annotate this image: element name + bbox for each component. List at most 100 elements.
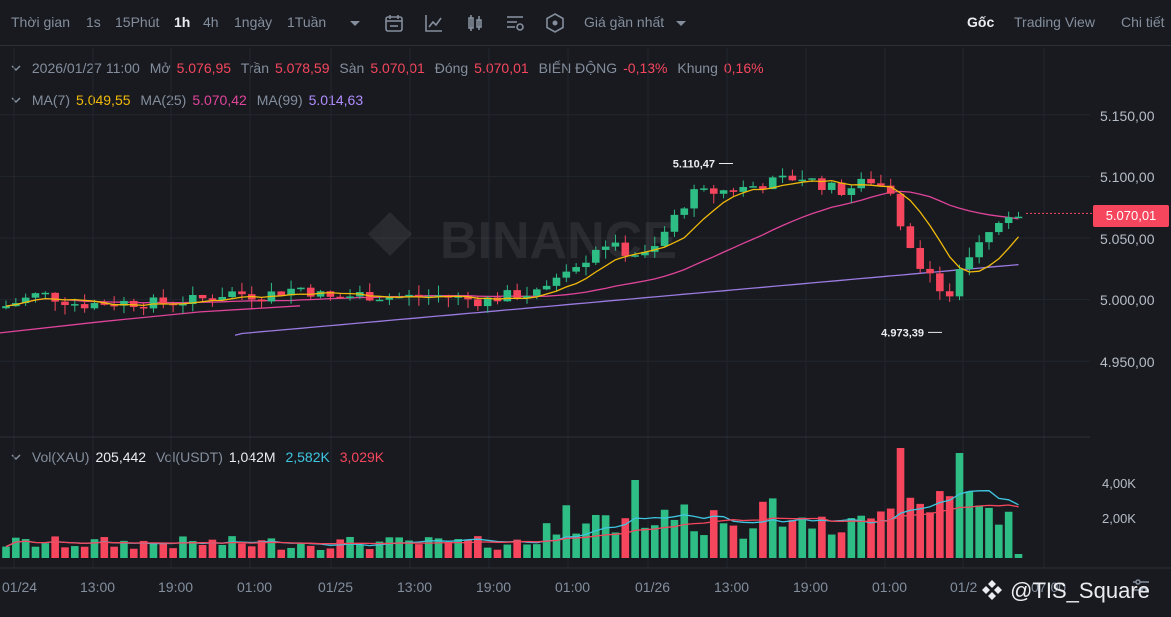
volume-bar [247, 546, 256, 558]
candle [21, 297, 30, 304]
ma25-line [0, 190, 1019, 334]
candle [680, 208, 689, 215]
volume-bar [267, 538, 276, 558]
candle [709, 188, 718, 194]
candle [1014, 216, 1023, 219]
ohlc-info-row: 2026/01/27 11:00 Mở 5.076,95 Trần 5.078,59… [10, 60, 770, 76]
vol-label: Vol(XAU) [31, 449, 90, 465]
candle [808, 178, 816, 180]
volume-bar [965, 491, 974, 558]
x-tick-8: 01/26 [635, 579, 671, 595]
price-mode-dropdown[interactable]: Giá gần nhất [584, 14, 665, 30]
volume-bar [454, 539, 462, 558]
high-value: 5.078,59 [275, 60, 330, 76]
svg-text:BINANCE: BINANCE [440, 212, 677, 270]
candle [120, 300, 128, 306]
view-tradingview[interactable]: Trading View [1014, 14, 1095, 30]
candle [513, 290, 521, 298]
view-depth[interactable]: Chi tiết [1121, 14, 1165, 30]
volume-bar [277, 549, 286, 558]
volume-bar [287, 547, 295, 558]
x-tick-1: 13:00 [80, 579, 116, 595]
candle [739, 186, 748, 192]
candlestick-icon[interactable] [464, 12, 486, 34]
candle [542, 285, 551, 290]
candle [228, 291, 236, 297]
candle [71, 304, 79, 306]
drawing-tools-icon[interactable] [544, 12, 566, 34]
indicator-settings-icon[interactable] [504, 12, 526, 34]
interval-1h[interactable]: 1h [174, 14, 191, 30]
volume-ma-lines [5, 490, 1019, 548]
volume-bar [572, 533, 580, 558]
candle [503, 290, 512, 302]
price-mode-chevron-icon[interactable] [670, 12, 692, 34]
volume-bar [415, 544, 423, 558]
candle [1004, 217, 1013, 224]
volume-bar [926, 512, 934, 558]
candle [768, 177, 777, 190]
volume-bar [631, 480, 639, 558]
ma25-value: 5.070,42 [192, 92, 247, 108]
volume-bar [424, 537, 433, 558]
chevron-down-icon[interactable] [344, 12, 366, 34]
volume-bar [120, 540, 128, 558]
calendar-icon[interactable] [383, 12, 405, 34]
interval-1d[interactable]: 1ngày [234, 14, 273, 30]
interval-1s[interactable]: 1s [86, 14, 101, 30]
volume-bar [552, 534, 561, 558]
x-tick-0: 01/24 [2, 579, 38, 595]
volume-bar [356, 544, 364, 558]
candle [562, 271, 571, 278]
open-value: 5.076,95 [176, 60, 232, 76]
interval-15m[interactable]: 15Phút [115, 14, 160, 30]
candle [51, 292, 59, 302]
volume-bar [41, 543, 50, 558]
settings-sliders-icon[interactable] [1130, 578, 1152, 596]
x-tick-10: 19:00 [793, 579, 829, 595]
candle [277, 291, 286, 296]
ma25-early-polyline [0, 305, 301, 334]
vol-collapse-chevron-icon[interactable] [10, 451, 22, 463]
volume-bar [198, 544, 207, 558]
ma7-polyline [5, 179, 1019, 307]
candle [100, 303, 109, 305]
change-value: -0,13% [623, 60, 668, 76]
interval-4h[interactable]: 4h [203, 14, 219, 30]
volume-bar [896, 448, 905, 558]
candle [415, 294, 423, 298]
volume-bar [778, 526, 787, 558]
ma-collapse-chevron-icon[interactable] [10, 94, 22, 106]
volume-bar [12, 537, 20, 558]
volume-bar [877, 511, 885, 558]
x-tick-12: 01/2 [950, 579, 978, 595]
interval-1w[interactable]: 1Tuần [287, 14, 327, 30]
candle [454, 296, 462, 298]
line-chart-icon[interactable] [423, 12, 445, 34]
volume-bar [149, 543, 158, 558]
volume-bar [1014, 554, 1023, 558]
candle [965, 257, 974, 270]
candle [375, 299, 384, 302]
volume-bar [906, 497, 915, 558]
volume-bar [709, 510, 718, 558]
range-label: Khung [677, 60, 718, 76]
candle [896, 193, 905, 227]
volume-bar [179, 536, 187, 558]
vol-ma-a-value: 2,582K [285, 449, 330, 465]
volume-bar [641, 527, 649, 558]
ma7-line [5, 179, 1019, 307]
collapse-chevron-icon[interactable] [10, 62, 22, 74]
price-tick-2: 5.050,00 [1100, 231, 1155, 247]
volume-bar [788, 520, 797, 558]
volume-bar [945, 496, 954, 558]
view-original[interactable]: Gốc [967, 14, 995, 30]
volume-bar [110, 546, 118, 558]
volume-bar [601, 515, 610, 558]
watermark-text: @TIS_Square [1010, 578, 1150, 603]
volume-bar [660, 509, 669, 558]
candle [533, 289, 541, 296]
volume-bar [700, 535, 708, 558]
volume-bar [2, 546, 10, 558]
